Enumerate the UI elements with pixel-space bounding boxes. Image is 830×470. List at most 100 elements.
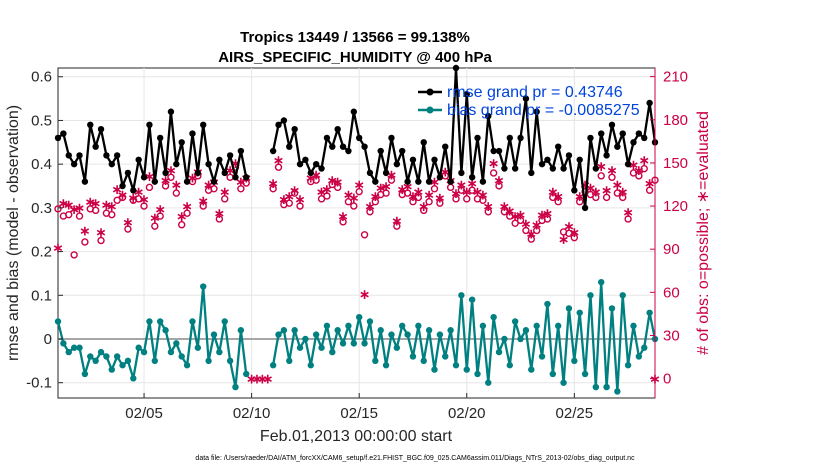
- bias-point: [156, 318, 164, 325]
- bias-point: [549, 370, 557, 378]
- rmse-point: [345, 147, 352, 155]
- obs-possible-point: [597, 172, 605, 180]
- rmse-point: [538, 160, 546, 168]
- y-tick-label: 0.3: [31, 200, 52, 217]
- bias-point: [479, 322, 487, 330]
- rmse-point: [210, 178, 218, 185]
- obs-possible-point: [118, 193, 127, 202]
- bias-point: [608, 305, 616, 312]
- obs-evaluated-point: ∗: [536, 208, 548, 224]
- bias-point: [226, 357, 234, 365]
- rmse-point: [194, 169, 202, 177]
- rmse-point: [302, 156, 309, 163]
- rmse-point: [468, 174, 476, 181]
- bias-point: [221, 318, 228, 325]
- obs-possible-point: [97, 236, 105, 245]
- obs-evaluated-point: ∗: [595, 159, 607, 175]
- bias-point: [173, 340, 180, 347]
- rmse-point: [458, 169, 465, 177]
- obs-possible-point: [145, 183, 154, 192]
- obs-evaluated-point: ∗: [466, 176, 478, 192]
- rmse-point: [286, 143, 293, 150]
- obs-evaluated-point: ∗: [386, 167, 398, 183]
- bias-point: [372, 357, 379, 365]
- obs-possible-point: [511, 219, 519, 227]
- bias-point: [296, 344, 304, 351]
- rmse-point: [393, 160, 401, 168]
- rmse-point: [97, 125, 105, 133]
- bias-point: [151, 357, 159, 365]
- rmse-point: [173, 160, 180, 168]
- rmse-point: [474, 134, 481, 142]
- obs-evaluated-point: ∗: [63, 198, 75, 214]
- rmse-point: [318, 165, 325, 172]
- rmse-point: [183, 178, 191, 185]
- bias-point: [178, 353, 185, 360]
- y-tick-label: 0: [44, 331, 52, 348]
- bias-point: [329, 348, 336, 356]
- obs-possible-point: [296, 202, 304, 210]
- rmse-point: [452, 64, 460, 72]
- rmse-point: [291, 125, 298, 133]
- rmse-point: [178, 139, 185, 146]
- obs-evaluated-point: ∗: [429, 175, 441, 191]
- obs-evaluated-point: ∗: [547, 185, 559, 201]
- obs-evaluated-point: ∗: [585, 180, 597, 196]
- obs-possible-point: [140, 202, 148, 210]
- bias-point: [587, 292, 594, 299]
- rmse-point: [275, 121, 282, 129]
- bias-point: [409, 353, 417, 360]
- obs-evaluated-point: ∗: [493, 173, 505, 189]
- rmse-point: [485, 112, 492, 120]
- obs-evaluated-point: ∗: [181, 199, 193, 215]
- rmse-point: [517, 134, 524, 142]
- bias-point: [162, 327, 169, 334]
- obs-evaluated-point: ∗: [197, 193, 209, 209]
- obs-evaluated-point: ∗: [154, 202, 166, 218]
- bias-point: [70, 344, 78, 351]
- x-axis-label: Feb.01,2013 00:00:00 start: [260, 428, 453, 445]
- obs-evaluated-point: ∗: [262, 372, 274, 388]
- obs-evaluated-point: ∗: [187, 170, 199, 186]
- obs-possible-point: [366, 208, 374, 216]
- rmse-point: [592, 165, 600, 172]
- obs-evaluated-point: ∗: [203, 177, 215, 193]
- obs-evaluated-point: ∗: [611, 177, 623, 193]
- bias-point: [554, 322, 562, 330]
- obs-evaluated-point: ∗: [606, 163, 618, 179]
- rmse-point: [334, 125, 341, 133]
- obs-evaluated-point: ∗: [305, 170, 317, 186]
- obs-evaluated-point: ∗: [488, 156, 500, 172]
- obs-possible-point: [134, 195, 143, 203]
- obs-evaluated-point: ∗: [111, 182, 123, 198]
- obs-possible-point: [640, 164, 648, 173]
- rmse-point: [571, 187, 578, 194]
- rmse-point: [425, 178, 433, 185]
- obs-evaluated-point: ∗: [353, 177, 365, 193]
- obs-possible-point: [479, 196, 487, 204]
- bias-point: [60, 340, 67, 347]
- obs-possible-point: [516, 216, 525, 225]
- obs-possible-point: [183, 209, 191, 217]
- obs-evaluated-point: ∗: [213, 206, 225, 222]
- bias-point: [130, 375, 137, 382]
- obs-evaluated-point: ∗: [127, 190, 139, 206]
- legend-rmse-label: rmse grand pr = 0.43746: [447, 84, 623, 101]
- rmse-point: [87, 121, 94, 129]
- obs-evaluated-point: ∗: [472, 185, 484, 201]
- obs-evaluated-point: ∗: [273, 153, 285, 169]
- rmse-point: [641, 134, 648, 142]
- rmse-point: [312, 160, 320, 168]
- bias-point: [323, 322, 331, 330]
- bias-point: [490, 313, 497, 321]
- obs-evaluated-point: ∗: [450, 186, 462, 202]
- rmse-point: [151, 178, 159, 185]
- chart-subtitle: AIRS_SPECIFIC_HUMIDITY @ 400 hPa: [218, 49, 492, 66]
- x-axis-ticks: 02/05 02/10 02/15 02/20 02/25: [125, 393, 593, 422]
- obs-evaluated-point: ∗: [423, 188, 435, 204]
- rmse-point: [103, 152, 110, 159]
- obs-evaluated-point: ∗: [79, 223, 91, 239]
- bias-point: [76, 344, 83, 351]
- obs-possible-point: [387, 176, 396, 184]
- rmse-point: [598, 130, 605, 137]
